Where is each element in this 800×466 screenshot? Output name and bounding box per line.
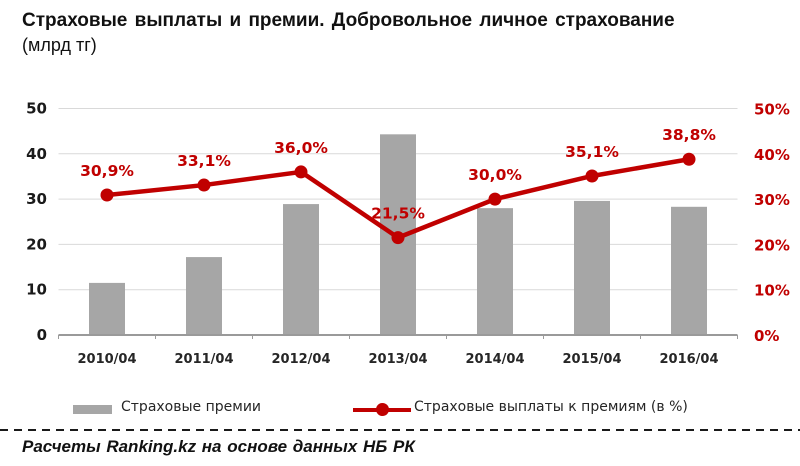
x-axis-category-label: 2012/04 <box>271 352 330 367</box>
right-axis-tick-label: 50% <box>754 101 790 119</box>
legend-bar-label: Страховые премии <box>121 399 262 415</box>
left-axis-tick-label: 0 <box>37 326 47 344</box>
x-axis-category-label: 2011/04 <box>174 352 233 367</box>
line-point <box>100 188 114 202</box>
data-label: 30,9% <box>80 162 134 180</box>
chart-legend: Страховые премии Страховые выплаты к пре… <box>0 398 800 422</box>
left-axis-tick-label: 50 <box>26 100 47 118</box>
chart-title-units: (млрд тг) <box>22 35 97 55</box>
bar <box>283 204 319 335</box>
x-axis-category-label: 2016/04 <box>659 352 718 367</box>
bar <box>671 206 707 335</box>
line-point <box>488 192 502 206</box>
bar <box>574 200 610 335</box>
data-label: 38,8% <box>662 126 716 144</box>
source-note: Расчеты Ranking.kz на основе данных НБ Р… <box>22 437 415 456</box>
bar-legend-swatch-icon <box>73 405 112 414</box>
x-axis-category-label: 2013/04 <box>368 352 427 367</box>
data-label: 21,5% <box>371 205 425 223</box>
right-axis-tick-label: 10% <box>754 282 790 300</box>
left-axis-tick-label: 20 <box>26 235 47 253</box>
chart-title: Страховые выплаты и премии. Добровольное… <box>22 10 762 56</box>
x-axis-category-label: 2014/04 <box>465 352 524 367</box>
line-point <box>197 178 211 192</box>
x-axis-category-label: 2010/04 <box>77 352 136 367</box>
bar <box>186 257 222 335</box>
bar <box>89 282 125 335</box>
line-point <box>294 165 308 179</box>
right-axis-tick-label: 40% <box>754 146 790 164</box>
data-label: 30,0% <box>468 166 522 184</box>
data-label: 36,0% <box>274 139 328 157</box>
line-point <box>682 152 696 166</box>
x-axis-category-label: 2015/04 <box>562 352 621 367</box>
left-axis-tick-label: 40 <box>26 145 47 163</box>
right-axis-tick-label: 30% <box>754 191 790 209</box>
data-label: 35,1% <box>565 143 619 161</box>
chart-title-text: Страховые выплаты и премии. Добровольное… <box>22 10 675 31</box>
line-point <box>585 169 599 183</box>
legend-line-label: Страховые выплаты к премиям (в %) <box>414 399 688 415</box>
left-axis-tick-label: 10 <box>26 281 47 299</box>
line-point <box>391 231 405 245</box>
right-axis-tick-label: 0% <box>754 327 779 345</box>
bar <box>477 208 513 335</box>
left-axis-tick-label: 30 <box>26 190 47 208</box>
data-label: 33,1% <box>177 152 231 170</box>
dashed-separator <box>0 429 800 431</box>
right-axis-tick-label: 20% <box>754 236 790 254</box>
chart-canvas: 0 10 20 30 40 50 0% 10% 20% 30% 40% 50% 2010/04 2011/… <box>26 100 790 368</box>
